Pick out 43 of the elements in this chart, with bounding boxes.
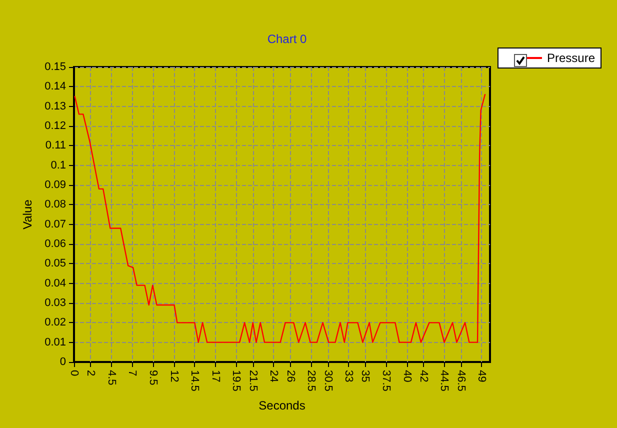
x-tick-label: 12 [168,370,180,382]
x-tick-label: 7 [126,370,138,376]
y-tick-label: 0.05 [44,258,66,270]
x-tick-label: 14.5 [188,370,201,392]
x-tick-label: 30.5 [322,370,334,392]
x-tick-label: 19.5 [230,370,242,392]
y-tick-label: 0.1 [50,159,66,172]
x-tick-label: 37.5 [380,370,392,392]
y-tick-label: 0.09 [44,179,66,191]
x-tick-label: 9.5 [147,370,160,386]
x-tick-label: 2 [84,370,97,376]
x-tick-label: 17 [209,370,222,382]
legend-label: Pressure [546,51,596,65]
x-tick-label: 33 [342,370,355,382]
x-tick-label: 28.5 [305,370,318,392]
x-tick-label: 4.5 [105,370,118,386]
y-tick-label: 0.02 [44,316,66,329]
x-axis-title: Seconds [258,398,306,412]
x-tick-label: 24 [268,370,280,382]
x-tick-label: 44.5 [438,370,450,392]
x-tick-label: 0 [68,370,80,376]
y-tick-label: 0.13 [44,100,66,112]
x-tick-label: 26 [284,370,296,382]
x-tick-label: 40 [400,370,413,382]
line-series [74,94,486,343]
y-tick-label: 0.12 [44,120,66,132]
chart-title: Chart 0 [267,32,307,46]
y-tick-label: 0.07 [44,218,66,230]
y-tick-label: 0.03 [44,297,66,309]
y-tick-label: 0.11 [45,140,66,152]
y-tick-label: 0.14 [44,80,66,93]
x-tick-label: 42 [417,370,430,382]
y-tick-label: 0.01 [44,336,66,348]
y-tick-label: 0.06 [44,238,66,250]
y-tick-label: 0.04 [44,277,66,290]
x-tick-label: 35 [359,370,372,382]
x-tick-label: 21.5 [246,370,259,392]
x-tick-label: 49 [476,370,488,382]
y-tick-label: 0 [60,356,66,368]
y-axis-title: Value [20,199,35,230]
y-tick-label: 0.08 [44,198,66,211]
y-tick-label: 0.15 [44,61,66,73]
x-tick-label: 46.5 [454,370,467,392]
